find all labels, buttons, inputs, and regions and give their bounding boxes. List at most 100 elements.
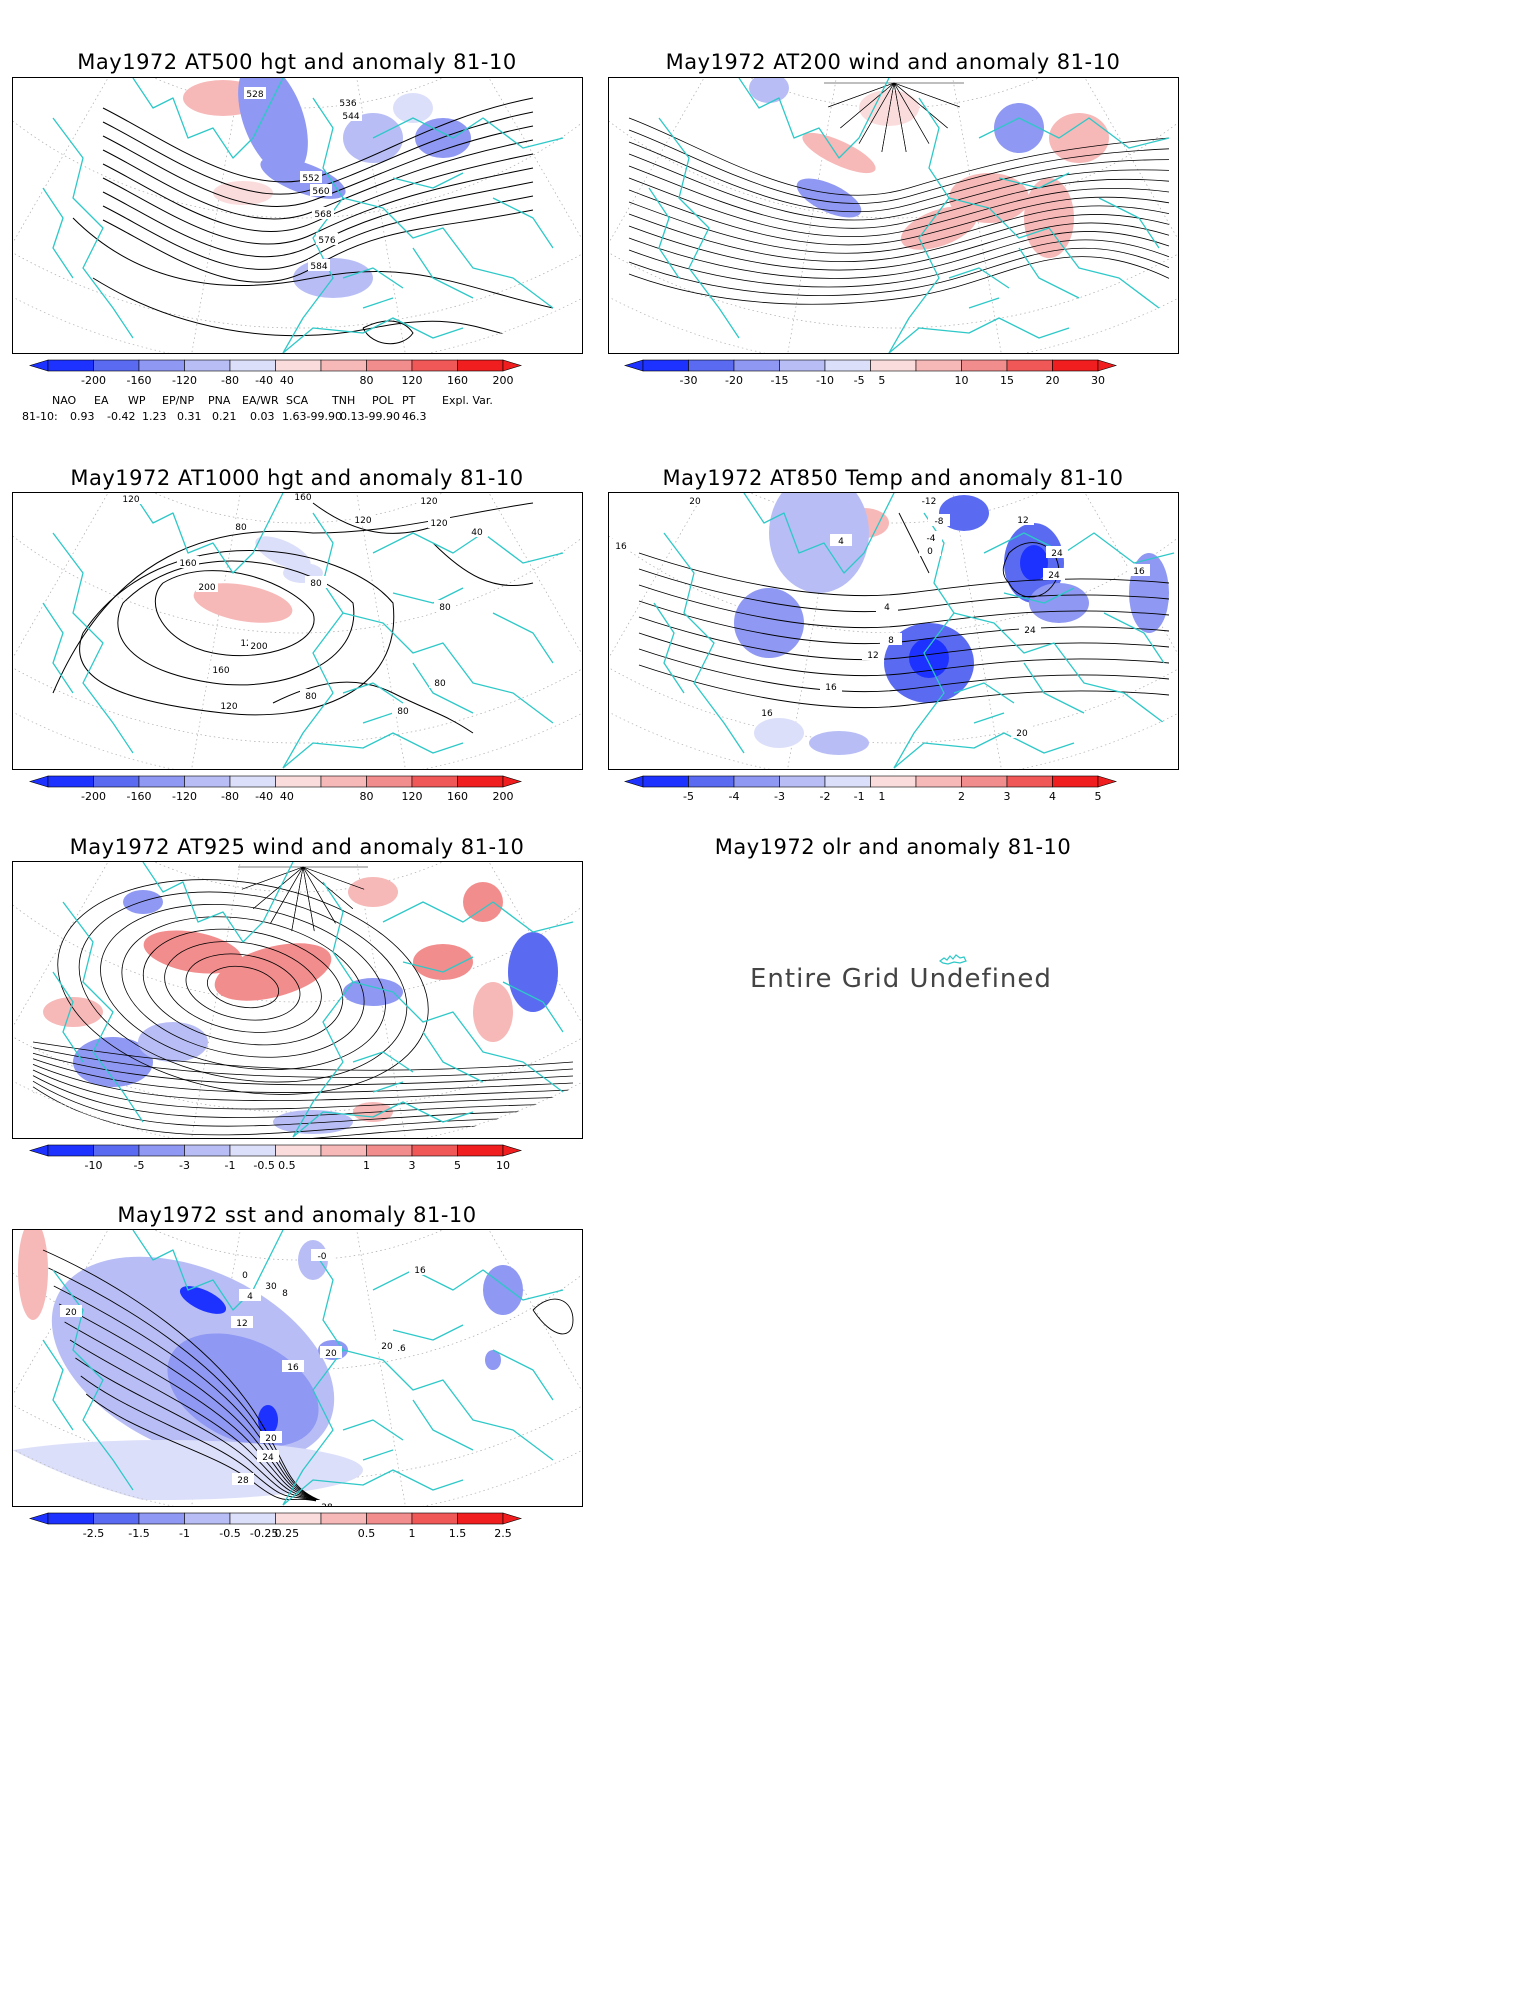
contour-label: 200 bbox=[198, 583, 215, 593]
colorbar-1000hgt: -200 -160 -120 -80 -40 40 80 120 160 200 bbox=[28, 774, 570, 806]
contour-label: 16 bbox=[414, 1266, 426, 1276]
panel-title-925wind: May1972 AT925 wind and anomaly 81-10 bbox=[69, 835, 525, 859]
contour-label-bg bbox=[392, 704, 414, 716]
contour-label-bg bbox=[684, 494, 706, 506]
contour-label: 80 bbox=[434, 679, 446, 689]
contour-label: 120 bbox=[420, 497, 437, 507]
colorbar-swatch bbox=[733, 775, 780, 788]
latitude-circle bbox=[609, 78, 1178, 219]
map-925wind bbox=[12, 861, 583, 1139]
contour-line bbox=[893, 82, 907, 152]
teleconnection-row-label: 81-10: bbox=[22, 410, 58, 423]
contour-label-bg bbox=[920, 531, 942, 543]
colorbar-200wind: -30 -20 -15 -10 -5 5 10 15 20 30 bbox=[623, 358, 1165, 390]
teleconnection-header-cell: PNA bbox=[208, 394, 231, 407]
contour-label-bg bbox=[239, 1289, 261, 1301]
colorbar-tick-label: 1 bbox=[363, 1159, 370, 1172]
meridian-line bbox=[298, 1230, 582, 1438]
colorbar-tick-label: 10 bbox=[496, 1159, 510, 1172]
colorbar-tick-label: -200 bbox=[81, 374, 106, 387]
colorbar-swatch bbox=[320, 359, 367, 372]
contour-label: 24 bbox=[1051, 549, 1063, 559]
colorbar-tick-label: 4 bbox=[1049, 790, 1056, 803]
contour-label: 80 bbox=[235, 523, 247, 533]
coastline bbox=[342, 1349, 554, 1461]
contour-label-bg bbox=[466, 525, 488, 537]
colorbar-swatch bbox=[93, 775, 140, 788]
hemisphere-edge bbox=[13, 711, 582, 769]
coastline bbox=[42, 187, 74, 279]
contour-label: 16 bbox=[615, 542, 627, 552]
contour-label-bg bbox=[429, 676, 451, 688]
contour-label-bg bbox=[210, 663, 232, 675]
coastline bbox=[52, 532, 134, 754]
latitude-circle bbox=[13, 493, 582, 744]
colorbar-swatch bbox=[733, 359, 780, 372]
teleconnection-table: NAO EA WP EP/NP PNA EA/WR SCA TNH POL PT Expl. Var… bbox=[22, 394, 622, 434]
anomaly-shading bbox=[769, 493, 869, 593]
contour-label: 528 bbox=[246, 90, 263, 100]
contour-line bbox=[638, 664, 1170, 709]
contour-label: 552 bbox=[302, 174, 319, 184]
contour-label-bg bbox=[312, 207, 334, 219]
contour-label: 20 bbox=[381, 1342, 393, 1352]
coastline bbox=[342, 267, 404, 309]
colorbar-swatch bbox=[93, 1512, 140, 1525]
contour-label-bg bbox=[248, 639, 270, 651]
colorbar-tick-label: -0.5 bbox=[219, 1527, 240, 1540]
coastline bbox=[888, 317, 1070, 353]
colorbar-tick-label: -1 bbox=[225, 1159, 236, 1172]
map-hemisphere bbox=[609, 78, 1178, 353]
contour-label: 576 bbox=[318, 236, 335, 246]
map-1000hgt: 1201601201201204080160200120808020016012… bbox=[12, 492, 583, 770]
map-500hgt-canvas: 528 536 544 552 560 568 576 584 bbox=[13, 78, 582, 353]
coastline bbox=[282, 732, 464, 769]
coastline bbox=[282, 317, 464, 353]
contour-label-bg bbox=[830, 534, 852, 546]
contour-label-bg bbox=[316, 233, 338, 245]
coastline bbox=[893, 732, 1075, 769]
teleconnection-value-cell: -0.42 bbox=[107, 410, 136, 423]
teleconnection-header-cell: NAO bbox=[52, 394, 77, 407]
contour-line bbox=[32, 1041, 574, 1071]
anomaly-shading bbox=[483, 1265, 523, 1315]
hemisphere-edge bbox=[609, 711, 1178, 769]
contour-label-bg bbox=[232, 1473, 254, 1485]
colorbar-tick-label: 0.5 bbox=[278, 1159, 296, 1172]
anomaly-shading bbox=[393, 93, 433, 123]
map-200wind-canvas bbox=[609, 78, 1178, 353]
colorbar-swatch bbox=[870, 775, 917, 788]
colorbar-swatch bbox=[229, 1144, 276, 1157]
contour-label: 16 bbox=[825, 683, 837, 693]
panel-title-sst: May1972 sst and anomaly 81-10 bbox=[117, 1203, 477, 1227]
anomaly-shading bbox=[123, 890, 163, 914]
panel-title-500hgt: May1972 AT500 hgt and anomaly 81-10 bbox=[77, 50, 517, 74]
contour-label-bg bbox=[376, 1339, 398, 1351]
colorbar-swatch bbox=[688, 775, 735, 788]
colorbar-swatch bbox=[320, 1512, 367, 1525]
coastline bbox=[52, 1269, 134, 1491]
colorbar-tick-label: -40 bbox=[255, 374, 273, 387]
colorbar-swatch bbox=[366, 775, 413, 788]
teleconnection-header-cell: WP bbox=[128, 394, 146, 407]
contour-line bbox=[628, 129, 1170, 204]
coastline bbox=[292, 881, 354, 1138]
contour-label-bg bbox=[434, 600, 456, 612]
contour-line bbox=[302, 866, 336, 924]
contour-line bbox=[302, 866, 315, 932]
contour-label-bg bbox=[320, 1346, 342, 1358]
contour-label: 40 bbox=[471, 528, 483, 538]
colorbar-swatch bbox=[1052, 359, 1099, 372]
colorbar-arrow-left bbox=[623, 775, 644, 788]
anomaly-shading bbox=[213, 181, 273, 205]
colorbar-swatch bbox=[642, 775, 689, 788]
contour-label: 20 bbox=[65, 1308, 77, 1318]
contour-label: 16 bbox=[761, 709, 773, 719]
contour-label: 120 bbox=[220, 702, 237, 712]
coastline bbox=[372, 532, 564, 564]
colorbar-swatch bbox=[824, 775, 871, 788]
colorbar-tick-label: 2 bbox=[958, 790, 965, 803]
meridian-line bbox=[190, 493, 299, 769]
contour-label: 536 bbox=[339, 99, 356, 109]
